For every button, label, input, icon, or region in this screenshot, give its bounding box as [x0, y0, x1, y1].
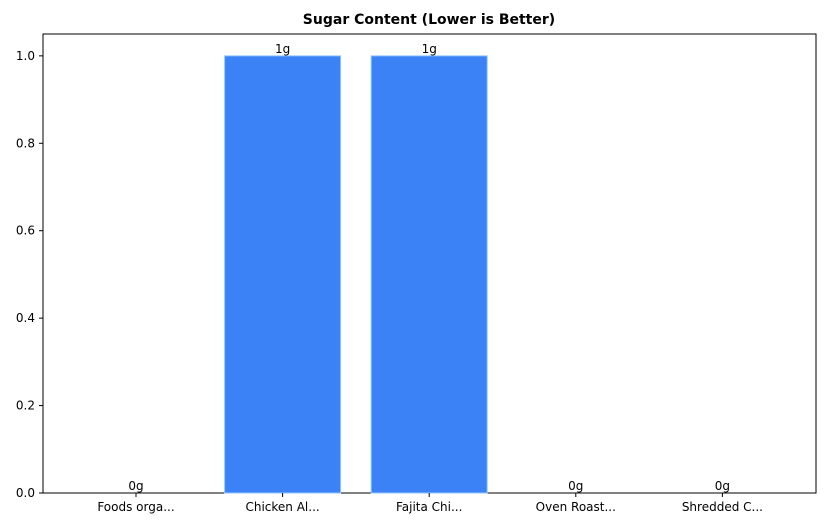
x-tick-label-1: Chicken Al... — [245, 500, 319, 514]
x-tick-label-0: Foods orga... — [97, 500, 174, 514]
y-tick-label-2: 0.4 — [16, 311, 35, 325]
data-label-3: 0g — [568, 479, 583, 493]
data-label-1: 1g — [275, 42, 290, 56]
y-tick-label-3: 0.6 — [16, 224, 35, 238]
x-tick-label-2: Fajita Chi... — [396, 500, 462, 514]
bar-2 — [370, 55, 488, 494]
data-label-0: 0g — [128, 479, 143, 493]
y-tick-label-1: 0.2 — [16, 399, 35, 413]
y-tick-label-0: 0.0 — [16, 486, 35, 500]
x-tick-label-4: Shredded C... — [682, 500, 763, 514]
data-label-2: 1g — [422, 42, 437, 56]
data-label-4: 0g — [715, 479, 730, 493]
y-tick-label-5: 1.0 — [16, 49, 35, 63]
plot-area: 0g 1g 1g 0g 0g Foods orga... Chicken Al... Faji… — [16, 33, 817, 514]
y-tick-label-4: 0.8 — [16, 136, 35, 150]
bar-1 — [224, 55, 342, 494]
chart-title: Sugar Content (Lower is Better) — [303, 12, 555, 28]
x-tick-label-3: Oven Roast... — [536, 500, 616, 514]
